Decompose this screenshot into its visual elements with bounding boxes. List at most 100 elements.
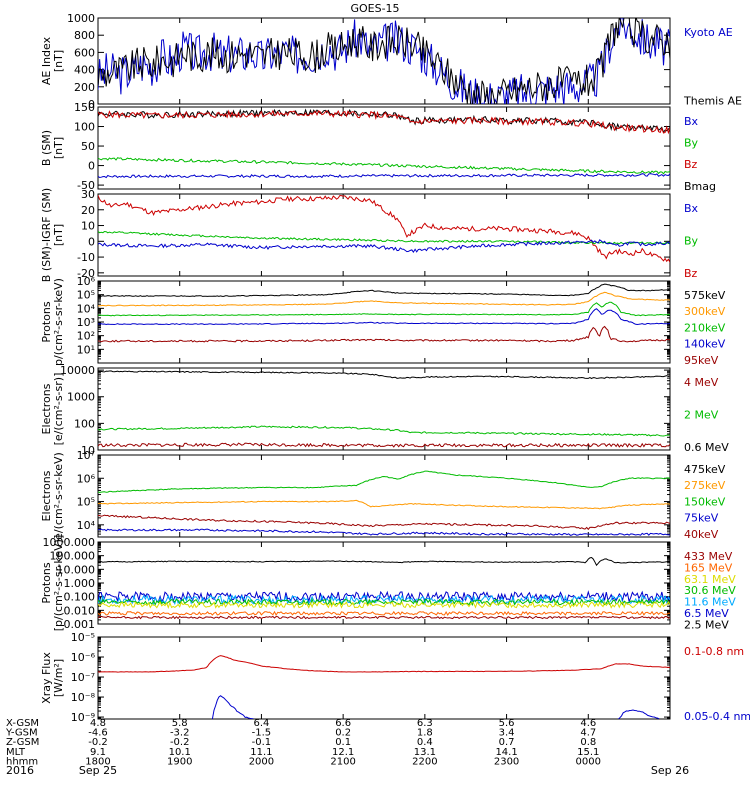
x-axis-value: 2300 — [494, 756, 519, 767]
x-axis-value: -0.1 — [252, 737, 272, 748]
series-line-210kev — [98, 301, 670, 317]
x-axis-row-label: MLT — [6, 747, 26, 758]
x-axis-value: 3.4 — [499, 728, 515, 739]
x-axis-row-label: Z-GSM — [6, 737, 39, 748]
panel-frame — [97, 17, 671, 105]
y-tick-label: 1000.000 — [43, 536, 96, 549]
y-tick-label: 10² — [77, 330, 95, 343]
legend-entry: 275keV — [684, 479, 726, 492]
legend-entry: 575keV — [684, 289, 726, 302]
y-tick-label: -10 — [77, 251, 95, 264]
x-axis-value: 14.1 — [495, 747, 517, 758]
series-line-150kev — [98, 470, 670, 494]
x-axis-value: 5.6 — [499, 718, 515, 729]
y-tick-label: 1000 — [67, 12, 95, 25]
x-axis-value: 4.7 — [580, 728, 596, 739]
x-axis-value: 1900 — [167, 756, 192, 767]
series-line-0-6-mev — [98, 370, 670, 380]
y-tick-label: 100.000 — [50, 550, 96, 563]
series-line-300kev — [98, 291, 670, 307]
series-line-bx — [98, 173, 670, 179]
series-line-275kev — [98, 499, 670, 510]
x-axis-value: 2200 — [412, 756, 437, 767]
y-tick-label: 10⁻⁷ — [71, 671, 95, 684]
legend-entry: 2.5 MeV — [684, 618, 729, 631]
y-tick-label: 30 — [81, 188, 95, 201]
legend-entry: 0.6 MeV — [684, 441, 729, 454]
x-axis-value: 2100 — [330, 756, 355, 767]
panel-protons_mev: 0.0010.0100.1001.00010.000100.0001000.00… — [40, 535, 736, 632]
x-axis-value: 15.1 — [577, 747, 599, 758]
legend-entry: 4 MeV — [684, 376, 719, 389]
legend-entry: 2 MeV — [684, 408, 719, 421]
panel-electrons_kev: 10⁴ 10⁵ 10⁶ 10⁷ Electrons e/(cm²-s-sr-keV) 475… — [40, 449, 726, 541]
series-line-0-05-0-4-nm-b — [617, 709, 660, 719]
y-axis-label: [nT] — [52, 50, 65, 72]
x-axis-value: 0.7 — [499, 737, 515, 748]
x-axis-value: -0.2 — [88, 737, 108, 748]
series-line-165-mev — [98, 610, 670, 617]
y-tick-label: 0 — [88, 98, 95, 111]
y-tick-label: 10 — [81, 220, 95, 233]
y-tick-label: 10⁴ — [77, 302, 96, 315]
y-axis-label: [nT] — [52, 224, 65, 246]
x-axis-row-label: X-GSM — [6, 718, 39, 729]
panel-electrons_mev: 10 100 1000 10000 Electrons [e/(cm²-s-sr)] 4 M… — [40, 364, 729, 457]
x-axis-value: 4.8 — [90, 718, 106, 729]
y-tick-label: 1000 — [67, 391, 95, 404]
legend-entry: 165 MeV — [684, 561, 733, 574]
y-axis-label: p/(cm²-s-sr-keV) — [52, 278, 65, 366]
y-tick-label: 10⁻⁹ — [71, 711, 95, 724]
x-axis-value: 0.8 — [580, 737, 596, 748]
legend-entry: 433 MeV — [684, 550, 733, 563]
series-line-575kev — [98, 283, 670, 297]
x-axis-value: -4.6 — [88, 728, 108, 739]
panel-bsm: -50 0 50 100 150 B (SM) [nT] Bx By Bz Bmag — [40, 101, 716, 193]
legend-entry: Bx — [684, 202, 699, 215]
x-axis-value: 6.6 — [335, 718, 351, 729]
y-tick-label: 10⁻⁸ — [71, 691, 96, 704]
series-line-2-mev — [98, 425, 670, 437]
panel-frame — [97, 106, 671, 190]
legend-entry: Kyoto AE — [684, 26, 733, 39]
x-axis-value: 0.1 — [335, 737, 351, 748]
y-tick-label: 10.000 — [57, 563, 96, 576]
legend-entry: 6.5 MeV — [684, 607, 729, 620]
x-axis-value: 4.6 — [580, 718, 596, 729]
legend-entry: 95keV — [684, 354, 719, 367]
y-tick-label: -20 — [77, 267, 95, 280]
x-axis-row-label: hhmm — [6, 756, 38, 767]
series-line-433-mev — [98, 615, 670, 620]
series-line-40kev — [98, 514, 670, 531]
date-start-label: Sep 25 — [79, 764, 117, 777]
x-axis-value: 0.2 — [335, 728, 351, 739]
y-tick-label: 400 — [74, 64, 95, 77]
y-axis-label: Protons — [40, 562, 53, 603]
legend-entry: By — [684, 137, 699, 150]
y-axis-label: B (SM) — [40, 130, 53, 166]
x-axis-value: 10.1 — [169, 747, 191, 758]
y-tick-label: 10³ — [77, 316, 95, 329]
y-tick-label: 10⁻⁵ — [71, 631, 95, 644]
x-axis-value: 5.8 — [172, 718, 188, 729]
y-tick-label: 0.010 — [64, 604, 96, 617]
legend-entry: Bz — [684, 267, 698, 280]
x-axis-value: 12.1 — [332, 747, 354, 758]
series-line-by — [98, 157, 670, 175]
legend-entry: Themis AE — [683, 94, 742, 107]
y-tick-label: 10⁶ — [77, 275, 96, 288]
y-tick-label: 10¹ — [77, 343, 95, 356]
legend-entry: 0.05-0.4 nm — [684, 710, 750, 723]
y-axis-label: Xray Flux — [40, 652, 53, 704]
y-tick-label: 600 — [74, 46, 95, 59]
y-tick-label: 10⁵ — [77, 496, 95, 509]
series-line-75kev — [98, 528, 670, 536]
y-tick-label: 0 — [88, 160, 95, 173]
panel-frame — [97, 454, 671, 538]
date-end-label: Sep 26 — [651, 764, 689, 777]
y-tick-label: 100 — [74, 121, 95, 134]
series-line-bz — [98, 109, 670, 135]
series-line-bmag — [98, 108, 670, 134]
